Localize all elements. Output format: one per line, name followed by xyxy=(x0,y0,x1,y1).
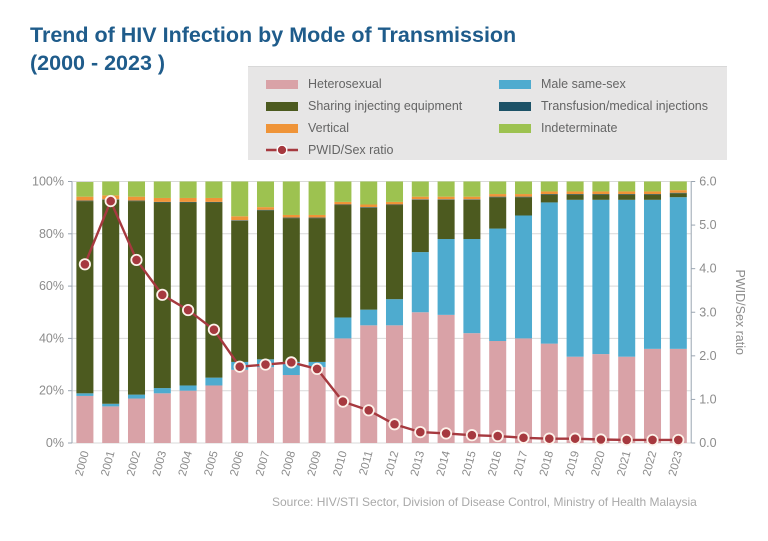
svg-text:2001: 2001 xyxy=(99,450,117,478)
svg-text:2019: 2019 xyxy=(564,450,582,478)
svg-text:0.0: 0.0 xyxy=(699,436,716,450)
svg-text:2003: 2003 xyxy=(151,450,169,478)
svg-text:2010: 2010 xyxy=(332,450,350,478)
svg-text:PWID/Sex ratio: PWID/Sex ratio xyxy=(733,270,747,355)
svg-text:2023: 2023 xyxy=(667,450,685,478)
svg-text:2021: 2021 xyxy=(615,450,633,478)
svg-text:40%: 40% xyxy=(39,331,64,345)
svg-text:2011: 2011 xyxy=(358,450,376,477)
svg-text:2022: 2022 xyxy=(641,450,659,478)
svg-text:3.0: 3.0 xyxy=(699,305,716,319)
svg-text:2018: 2018 xyxy=(538,450,556,478)
svg-text:2016: 2016 xyxy=(486,450,504,478)
svg-text:4.0: 4.0 xyxy=(699,262,716,276)
svg-text:2020: 2020 xyxy=(590,450,608,478)
svg-text:2013: 2013 xyxy=(409,450,427,478)
svg-text:2009: 2009 xyxy=(306,450,324,478)
svg-text:2002: 2002 xyxy=(125,450,143,478)
svg-text:2005: 2005 xyxy=(203,450,221,478)
svg-text:80%: 80% xyxy=(39,227,64,241)
svg-text:100%: 100% xyxy=(32,175,64,189)
svg-text:60%: 60% xyxy=(39,279,64,293)
svg-text:20%: 20% xyxy=(39,384,64,398)
svg-text:6.0: 6.0 xyxy=(699,175,716,189)
svg-text:1.0: 1.0 xyxy=(699,392,716,406)
svg-text:2014: 2014 xyxy=(435,449,453,477)
svg-text:5.0: 5.0 xyxy=(699,218,716,232)
svg-text:2004: 2004 xyxy=(177,449,195,477)
svg-text:2015: 2015 xyxy=(461,450,479,478)
svg-text:2.0: 2.0 xyxy=(699,349,716,363)
svg-text:2006: 2006 xyxy=(228,450,246,478)
svg-text:2012: 2012 xyxy=(383,450,401,478)
svg-text:0%: 0% xyxy=(46,436,64,450)
svg-text:2008: 2008 xyxy=(280,450,298,478)
svg-text:2017: 2017 xyxy=(512,450,530,478)
svg-text:2000: 2000 xyxy=(74,450,92,478)
svg-text:2007: 2007 xyxy=(254,450,272,478)
